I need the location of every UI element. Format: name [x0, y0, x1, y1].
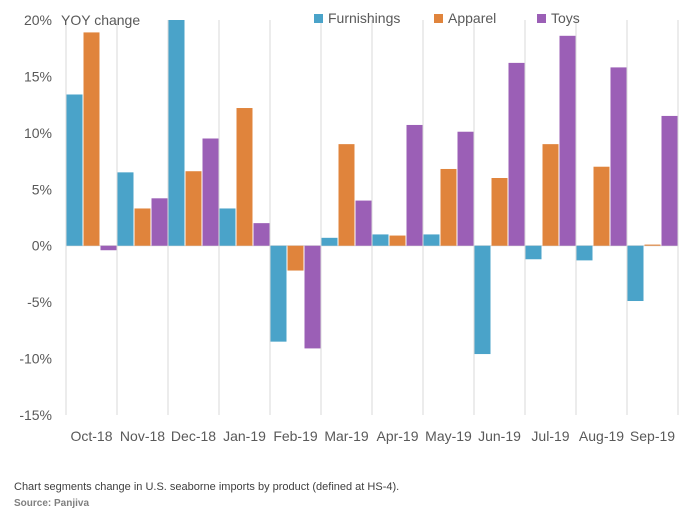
bar-toys: [457, 131, 474, 246]
bar-toys: [304, 245, 321, 349]
bar-toys: [100, 245, 117, 251]
bar-toys: [202, 138, 219, 246]
x-tick-label: Feb-19: [273, 428, 318, 444]
x-tick-label: Aug-19: [579, 428, 624, 444]
bar-toys: [661, 115, 678, 246]
x-tick-label: Apr-19: [376, 428, 418, 444]
y-axis-title: YOY change: [61, 12, 140, 28]
bar-furnishings: [66, 94, 83, 246]
x-tick-label: Mar-19: [324, 428, 369, 444]
x-tick-label: Nov-18: [120, 428, 165, 444]
x-tick-label: Sep-19: [630, 428, 675, 444]
y-tick-label: 15%: [24, 68, 52, 84]
chart-caption: Chart segments change in U.S. seaborne i…: [14, 481, 400, 493]
bar-apparel: [389, 235, 406, 246]
bar-furnishings: [168, 20, 185, 246]
legend-label: Furnishings: [328, 10, 400, 26]
bar-furnishings: [321, 237, 338, 246]
legend-swatch: [434, 14, 443, 23]
bar-furnishings: [474, 245, 491, 355]
bars-layer: [66, 20, 678, 355]
bar-furnishings: [117, 172, 134, 246]
legend-swatch: [537, 14, 546, 23]
x-tick-label: Jul-19: [531, 428, 569, 444]
bar-apparel: [134, 208, 151, 246]
axis-layer: 20% 15% 10% 5% 0% -5% -10% -15% Oct-18 Nov-18 Dec-…: [19, 12, 679, 444]
chart: 20% 15% 10% 5% 0% -5% -10% -15% Oct-18 Nov-18 Dec-…: [19, 10, 679, 444]
x-tick-label: May-19: [425, 428, 472, 444]
bar-toys: [253, 223, 270, 246]
bar-furnishings: [525, 245, 542, 260]
bar-furnishings: [423, 234, 440, 246]
bar-toys: [610, 67, 627, 246]
bar-apparel: [542, 144, 559, 246]
bar-toys: [559, 35, 576, 246]
bar-apparel: [491, 178, 508, 246]
legend-label: Toys: [551, 10, 580, 26]
bar-toys: [151, 198, 168, 246]
y-tick-label: 0%: [32, 238, 52, 254]
bar-apparel: [236, 108, 253, 246]
bar-toys: [508, 62, 525, 246]
chart-source: Source: Panjiva: [14, 498, 90, 509]
bar-furnishings: [627, 245, 644, 302]
bar-toys: [406, 124, 423, 246]
x-tick-label: Dec-18: [171, 428, 216, 444]
y-tick-label: 10%: [24, 125, 52, 141]
bar-apparel: [287, 245, 304, 271]
y-tick-label: -10%: [19, 351, 52, 367]
bar-furnishings: [372, 234, 389, 246]
bar-toys: [355, 200, 372, 246]
bar-apparel: [185, 171, 202, 246]
bar-apparel: [593, 166, 610, 246]
bar-apparel: [440, 168, 457, 246]
x-tick-label: Jun-19: [478, 428, 521, 444]
x-tick-label: Oct-18: [70, 428, 112, 444]
legend: Furnishings Apparel Toys: [314, 10, 580, 26]
x-tick-label: Jan-19: [223, 428, 266, 444]
bar-apparel: [644, 244, 661, 246]
bar-furnishings: [219, 208, 236, 246]
bar-furnishings: [576, 245, 593, 261]
y-tick-label: 20%: [24, 12, 52, 28]
bar-apparel: [338, 144, 355, 246]
y-tick-label: -5%: [27, 294, 52, 310]
bar-apparel: [83, 32, 100, 246]
legend-swatch: [314, 14, 323, 23]
bar-furnishings: [270, 245, 287, 342]
y-tick-label: -15%: [19, 407, 52, 423]
legend-label: Apparel: [448, 10, 496, 26]
y-tick-label: 5%: [32, 181, 52, 197]
